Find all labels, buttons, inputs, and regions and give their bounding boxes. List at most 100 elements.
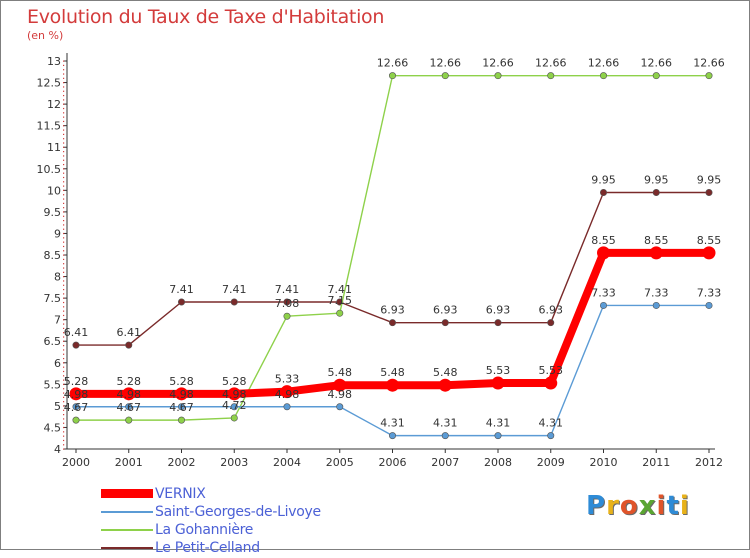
y-tick-label: 9 (54, 227, 61, 240)
series-point-2 (230, 414, 238, 422)
y-minor-tick (63, 241, 65, 243)
series-point-2 (388, 72, 396, 80)
series-point-1 (125, 403, 133, 411)
y-minor-tick (63, 138, 65, 140)
legend-swatch (101, 547, 153, 549)
y-minor-tick (63, 366, 65, 368)
proxiti-logo: Proxiti (586, 491, 690, 521)
y-minor-tick (63, 414, 65, 416)
y-minor-tick (63, 202, 65, 204)
y-minor-tick (63, 99, 65, 101)
y-tick-label: 9.5 (44, 206, 62, 219)
y-minor-tick (63, 129, 65, 131)
y-minor-tick (63, 172, 65, 174)
data-label: 9.95 (644, 173, 669, 186)
data-label: 12.66 (588, 57, 620, 70)
chart-title: Evolution du Taux de Taxe d'Habitation (27, 6, 385, 28)
y-minor-tick (63, 94, 65, 97)
data-label: 12.66 (693, 57, 725, 70)
y-minor-tick (63, 181, 65, 183)
y-tick-label: 12.5 (37, 77, 62, 90)
y-minor-tick (63, 336, 65, 338)
data-label: 4.31 (380, 417, 405, 430)
data-label: 6.41 (64, 326, 89, 339)
series-point-1 (230, 403, 238, 411)
data-label: 12.66 (641, 57, 673, 70)
series-point-2 (494, 72, 502, 80)
y-minor-tick (63, 426, 65, 429)
data-label: 5.48 (380, 366, 405, 379)
y-minor-tick (63, 405, 65, 407)
series-point-3 (178, 298, 186, 306)
y-minor-tick (63, 422, 65, 424)
y-minor-tick (63, 267, 65, 269)
y-minor-tick (63, 69, 65, 71)
y-minor-tick (63, 228, 65, 230)
y-minor-tick (63, 353, 65, 355)
y-minor-tick (63, 245, 65, 248)
series-point-0 (702, 246, 716, 260)
data-label: 5.28 (117, 375, 142, 388)
series-point-2 (441, 72, 449, 80)
series-point-2 (72, 416, 80, 424)
y-minor-tick (63, 185, 65, 187)
y-minor-tick (63, 314, 65, 317)
x-tick-label: 2005 (326, 456, 354, 469)
series-point-3 (125, 341, 133, 349)
series-point-2 (336, 309, 344, 317)
series-point-0 (175, 387, 188, 401)
data-label: 6.41 (117, 326, 142, 339)
y-minor-tick (63, 151, 65, 153)
y-tick-label: 13 (47, 55, 61, 68)
y-minor-tick (63, 323, 65, 325)
y-minor-tick (63, 120, 65, 123)
y-minor-tick (63, 319, 65, 321)
y-minor-tick (63, 370, 65, 373)
y-minor-tick (63, 401, 65, 403)
y-minor-tick (63, 107, 65, 110)
legend-swatch (101, 489, 153, 498)
x-tick-label: 2004 (273, 456, 301, 469)
y-tick-label: 7 (54, 314, 61, 327)
data-label: 12.66 (377, 57, 409, 70)
y-minor-tick (63, 73, 65, 75)
series-point-2 (547, 72, 555, 80)
logo-letter: r (606, 491, 620, 521)
data-label: 4.98 (117, 388, 142, 401)
data-label: 12.66 (535, 57, 567, 70)
y-minor-tick (63, 103, 65, 105)
y-minor-tick (63, 306, 65, 308)
legend-label: VERNIX (155, 486, 206, 502)
series-point-0 (122, 387, 136, 401)
y-minor-tick (63, 82, 65, 84)
series-point-3 (72, 341, 80, 349)
y-tick-label: 4 (54, 443, 61, 456)
series-point-0 (227, 387, 241, 401)
x-tick-label: 2009 (537, 456, 565, 469)
data-label: 7.41 (169, 283, 194, 296)
data-label: 5.53 (539, 364, 564, 377)
x-tick-label: 2012 (695, 456, 723, 469)
y-minor-tick (63, 215, 65, 217)
series-point-0 (386, 378, 399, 392)
series-point-3 (599, 188, 607, 196)
x-tick-label: 2000 (62, 456, 90, 469)
series-point-3 (441, 319, 449, 327)
y-minor-tick (63, 90, 65, 92)
y-minor-tick (63, 276, 65, 278)
series-point-1 (388, 432, 396, 440)
y-minor-tick (63, 232, 65, 235)
data-label: 5.28 (169, 375, 194, 388)
x-tick-label: 2001 (115, 456, 143, 469)
series-point-1 (599, 301, 607, 309)
x-tick-label: 2010 (590, 456, 618, 469)
series-point-0 (438, 378, 452, 392)
y-minor-tick (63, 310, 65, 312)
data-label: 5.28 (64, 375, 89, 388)
y-minor-tick (63, 194, 65, 196)
series-point-1 (283, 403, 291, 411)
y-tick-label: 11.5 (37, 120, 62, 133)
y-minor-tick (63, 254, 65, 256)
series-point-1 (72, 403, 80, 411)
